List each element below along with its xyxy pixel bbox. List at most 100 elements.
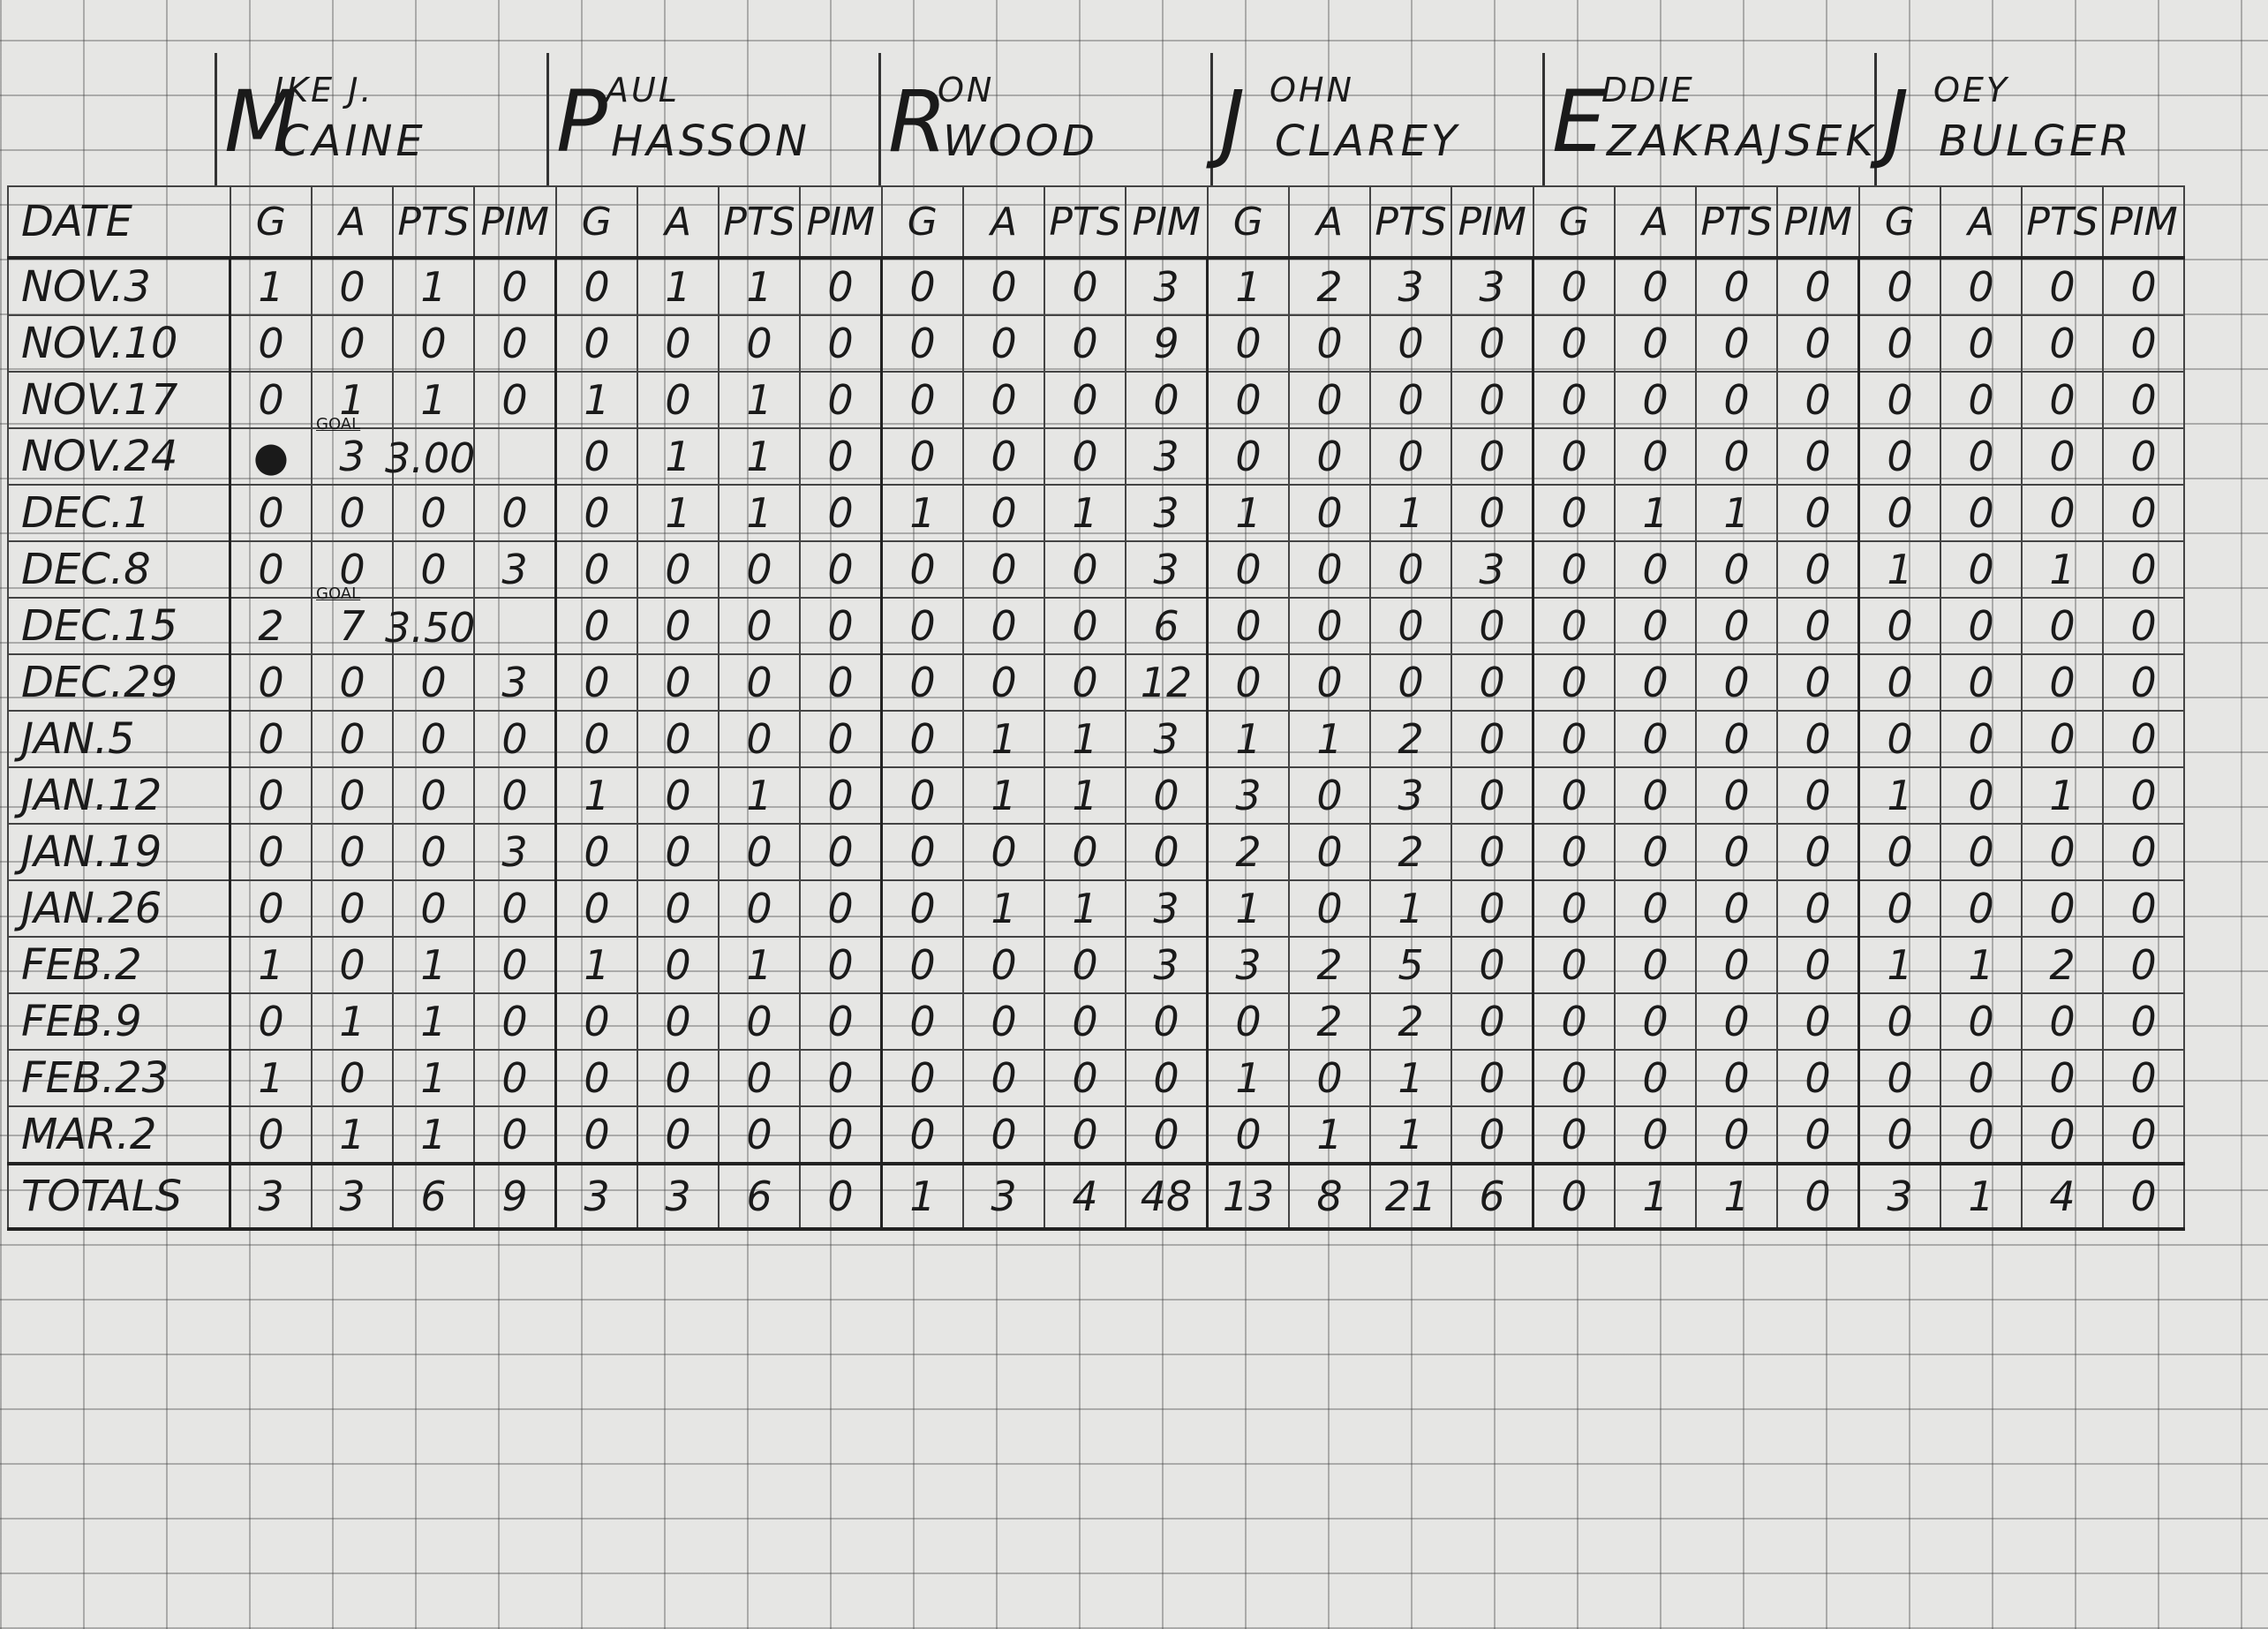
stat-value: 0 bbox=[584, 263, 610, 311]
stat-cell: 1 bbox=[1044, 710, 1126, 768]
stat-cell: 0 bbox=[637, 710, 720, 768]
stat-value: 0 bbox=[2049, 715, 2076, 763]
stat-cell: 0 bbox=[962, 427, 1045, 486]
stat-value: 0 bbox=[2049, 1111, 2076, 1158]
stat-value: 0 bbox=[339, 772, 365, 819]
stat-value: 0 bbox=[1642, 263, 1669, 311]
stat-cell: 0 bbox=[1450, 1105, 1534, 1165]
stat-cell: 0 bbox=[799, 484, 883, 542]
stat-value: 0 bbox=[1887, 828, 1913, 876]
stat-cell: 3 bbox=[554, 1162, 638, 1231]
stat-cell: 1 bbox=[1206, 1049, 1290, 1107]
stat-cell: 0 bbox=[1695, 823, 1778, 881]
stat-value: 0 bbox=[2130, 602, 2157, 650]
stat-cell: 0 bbox=[473, 371, 557, 429]
stat-cell: 0 bbox=[637, 653, 720, 712]
stat-value: 0 bbox=[1642, 320, 1669, 367]
stat-value: 1 bbox=[665, 263, 691, 311]
stat-value: 0 bbox=[339, 828, 365, 876]
stat-value: 0 bbox=[909, 602, 936, 650]
stat-cell: 0 bbox=[718, 992, 801, 1051]
stat-value: 1 bbox=[1887, 546, 1913, 593]
stat-value: 21 bbox=[1384, 1173, 1437, 1220]
stat-cell bbox=[473, 597, 557, 655]
stat-cell: 21 bbox=[1369, 1162, 1452, 1231]
stat-value: 0 bbox=[1968, 489, 1994, 537]
stat-value: 0 bbox=[258, 715, 284, 763]
stat-value: 1 bbox=[258, 263, 284, 311]
stat-value: 3 bbox=[1235, 941, 1262, 989]
stat-cell: 1 bbox=[1857, 766, 1941, 825]
stat-cell: 3 bbox=[473, 823, 557, 881]
stat-value: 3 bbox=[584, 1173, 610, 1220]
stat-header-pim: PIM bbox=[799, 185, 883, 260]
stat-cell: 3.00 bbox=[385, 427, 475, 486]
stat-cell: 1 bbox=[229, 936, 313, 994]
stat-value: 0 bbox=[1723, 376, 1750, 424]
stat-cell: 0 bbox=[1857, 597, 1941, 655]
stat-value: 0 bbox=[1723, 546, 1750, 593]
stat-value: 0 bbox=[1805, 885, 1831, 932]
stat-value: 0 bbox=[1398, 320, 1424, 367]
stat-cell: 0 bbox=[799, 879, 883, 938]
game-date: JAN.19 bbox=[7, 823, 231, 881]
stat-value: 3 bbox=[501, 659, 528, 706]
stat-value: 2 bbox=[1316, 941, 1343, 989]
stat-value: 1 bbox=[258, 1054, 284, 1102]
stat-value: 0 bbox=[1723, 263, 1750, 311]
stat-value: 0 bbox=[1479, 885, 1505, 932]
stat-value: 0 bbox=[827, 1111, 854, 1158]
stat-cell: 0 bbox=[2021, 1105, 2104, 1165]
stat-value: 0 bbox=[2130, 376, 2157, 424]
stat-value: 0 bbox=[2130, 1173, 2157, 1220]
stat-value: 0 bbox=[827, 1173, 854, 1220]
stat-value: 2 bbox=[1398, 998, 1424, 1045]
stat-cell: 0 bbox=[2102, 371, 2185, 429]
stat-value: 0 bbox=[420, 546, 447, 593]
stat-cell: 8 bbox=[1288, 1162, 1371, 1231]
stat-cell: 0 bbox=[1288, 879, 1371, 938]
stat-cell: 0 bbox=[1288, 427, 1371, 486]
stat-value: 3 bbox=[1153, 941, 1179, 989]
stat-value: 0 bbox=[1153, 1111, 1179, 1158]
stat-cell: 0 bbox=[1044, 597, 1126, 655]
stat-cell: 1 bbox=[1857, 936, 1941, 994]
stat-value: 0 bbox=[1642, 715, 1669, 763]
stat-value: 0 bbox=[1235, 320, 1262, 367]
stat-cell: 0 bbox=[1776, 371, 1860, 429]
stat-cell: 0 bbox=[1450, 371, 1534, 429]
stat-header-pim: PIM bbox=[1776, 185, 1860, 260]
stat-value: 0 bbox=[501, 320, 528, 367]
stat-value: 0 bbox=[991, 376, 1017, 424]
stat-cell: 0 bbox=[799, 936, 883, 994]
stat-value: 0 bbox=[909, 885, 936, 932]
stat-cell: 0 bbox=[1206, 653, 1290, 712]
stat-cell: 0 bbox=[1614, 371, 1697, 429]
stat-cell: 1 bbox=[1940, 1162, 2023, 1231]
stat-value: 1 bbox=[1398, 1054, 1424, 1102]
stat-value: 1 bbox=[339, 376, 365, 424]
stat-value: 0 bbox=[909, 263, 936, 311]
stat-value: 1 bbox=[746, 489, 772, 537]
stat-value: 0 bbox=[746, 828, 772, 876]
stat-value: 0 bbox=[584, 828, 610, 876]
stat-cell: 3 bbox=[1450, 540, 1534, 599]
stat-value: 3 bbox=[1235, 772, 1262, 819]
stat-cell: 0 bbox=[1044, 371, 1126, 429]
stat-value: 1 bbox=[1398, 489, 1424, 537]
stat-cell: 0 bbox=[1940, 314, 2023, 373]
stat-cell: 0 bbox=[1614, 823, 1697, 881]
stat-value: 0 bbox=[1561, 489, 1587, 537]
stat-value: 0 bbox=[2130, 772, 2157, 819]
stat-header-g: G bbox=[1857, 185, 1941, 260]
stat-header-a: A bbox=[637, 185, 720, 260]
stat-cell: 0 bbox=[1206, 540, 1290, 599]
stat-cell: 0 bbox=[1369, 371, 1452, 429]
stat-cell: 0 bbox=[1044, 653, 1126, 712]
stat-cell: 0 bbox=[1776, 653, 1860, 712]
stat-cell: 0 bbox=[1369, 314, 1452, 373]
stat-value: 0 bbox=[665, 998, 691, 1045]
stat-value: 0 bbox=[1642, 828, 1669, 876]
stat-cell: 0 bbox=[554, 653, 638, 712]
stat-cell: 0 bbox=[1857, 257, 1941, 316]
